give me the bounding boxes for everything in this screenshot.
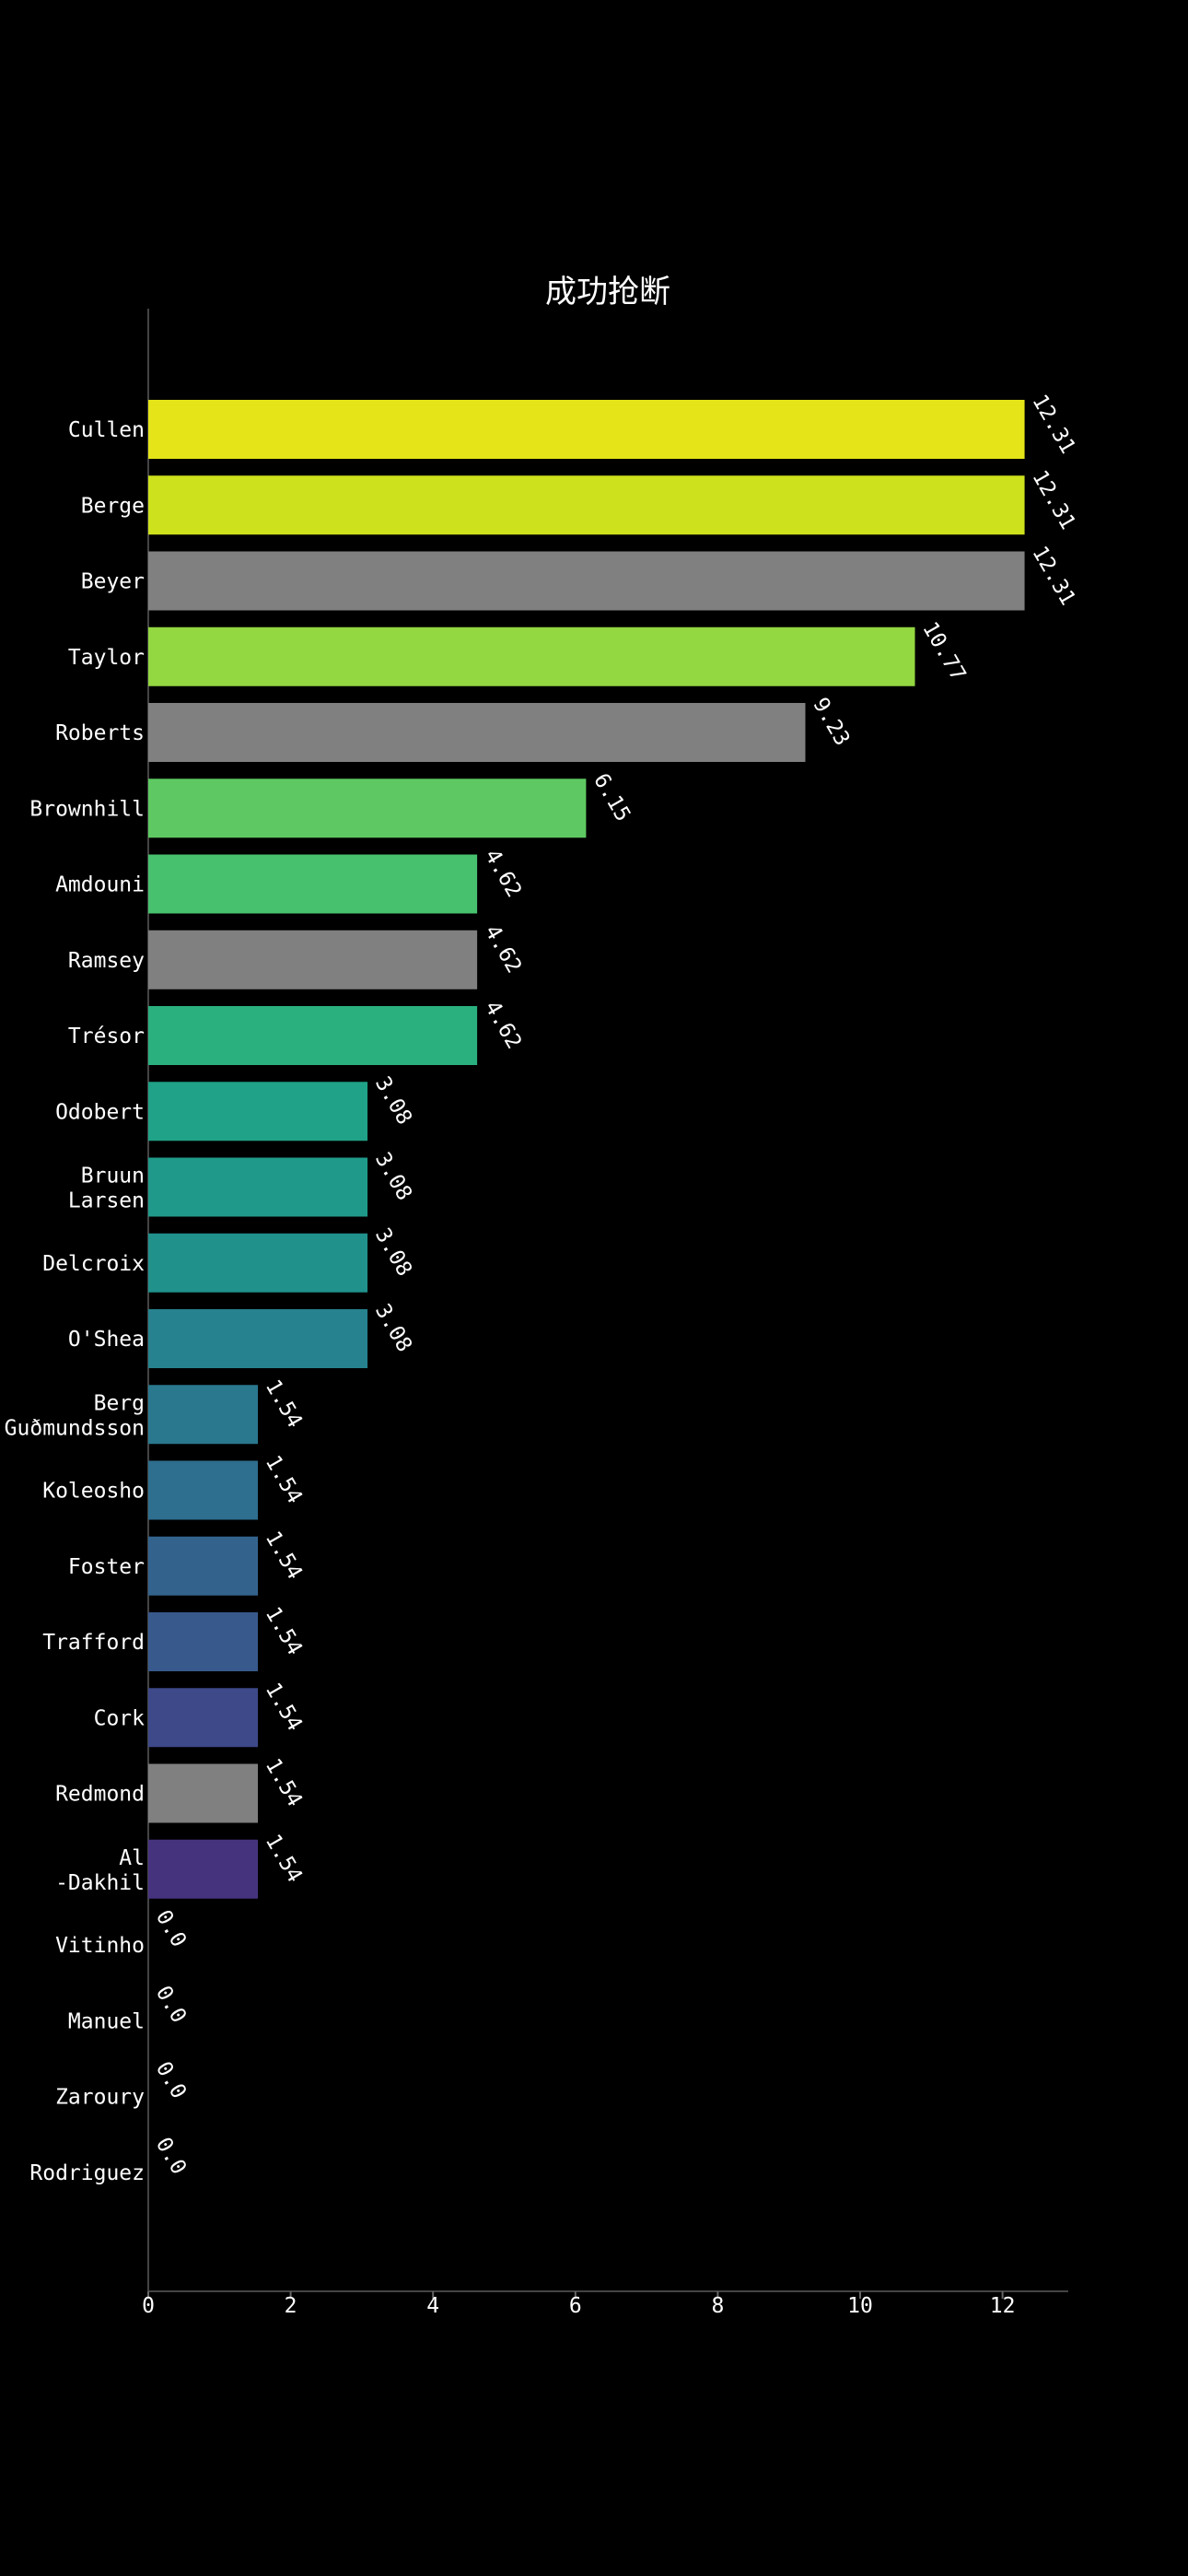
- value-label-8: 4.62: [480, 921, 526, 978]
- value-label-10: 3.08: [370, 1072, 416, 1129]
- x-tick-label-8: 8: [711, 2294, 724, 2318]
- category-label-15: Koleosho: [42, 1480, 145, 1504]
- category-label-18: Cork: [94, 1706, 146, 1730]
- category-label-22: Manuel: [68, 2009, 145, 2033]
- value-label-23: 0.0: [151, 2058, 191, 2103]
- category-label-17: Trafford: [42, 1631, 145, 1655]
- bar-14: [148, 1385, 259, 1445]
- value-label-19: 1.54: [261, 1755, 307, 1811]
- category-label-12: Delcroix: [42, 1252, 145, 1276]
- category-label-4: Taylor: [68, 646, 145, 670]
- value-label-14: 1.54: [261, 1376, 307, 1432]
- value-label-16: 1.54: [261, 1528, 307, 1584]
- bar-5: [148, 703, 806, 762]
- category-label-19: Redmond: [55, 1783, 145, 1807]
- category-labels-group: Cullen Berge Beyer Taylor Roberts Brownhill Am…: [5, 418, 145, 2185]
- category-label-10: Odobert: [55, 1100, 145, 1124]
- value-label-12: 3.08: [370, 1224, 416, 1281]
- value-label-7: 4.62: [480, 846, 526, 902]
- category-label-2: Berge: [81, 494, 145, 518]
- bar-19: [148, 1763, 259, 1823]
- value-label-9: 4.62: [480, 997, 526, 1053]
- bar-18: [148, 1688, 259, 1748]
- x-tick-label-0: 0: [142, 2294, 155, 2318]
- bar-7: [148, 854, 478, 914]
- bar-3: [148, 551, 1025, 611]
- bar-1: [148, 400, 1025, 459]
- bar-13: [148, 1309, 368, 1368]
- value-label-11: 3.08: [370, 1149, 416, 1205]
- category-label-5: Roberts: [55, 721, 145, 745]
- bar-12: [148, 1233, 368, 1293]
- value-label-18: 1.54: [261, 1679, 307, 1735]
- value-label-4: 10.77: [917, 618, 970, 685]
- x-tick-label-6: 6: [569, 2294, 582, 2318]
- x-ticks-group: 0 2 4 6 8 10 12: [142, 2291, 1015, 2318]
- value-label-3: 12.31: [1027, 543, 1079, 610]
- category-label-1: Cullen: [68, 418, 145, 442]
- x-tick-label-2: 2: [285, 2294, 297, 2318]
- x-tick-label-10: 10: [847, 2294, 873, 2318]
- bar-11: [148, 1157, 368, 1217]
- value-label-13: 3.08: [370, 1300, 416, 1356]
- bars-group: [148, 400, 1025, 1899]
- bar-20: [148, 1839, 259, 1899]
- category-label-8: Ramsey: [68, 949, 145, 973]
- category-label-20: Al -Dakhil: [55, 1846, 145, 1895]
- category-label-23: Zaroury: [55, 2086, 145, 2110]
- value-label-24: 0.0: [151, 2134, 191, 2179]
- bar-16: [148, 1536, 259, 1596]
- value-label-15: 1.54: [261, 1452, 307, 1508]
- bar-8: [148, 930, 478, 989]
- value-label-22: 0.0: [151, 1982, 191, 2027]
- category-label-9: Trésor: [68, 1025, 145, 1048]
- value-label-5: 9.23: [808, 694, 854, 750]
- category-label-13: O'Shea: [68, 1328, 145, 1352]
- value-label-17: 1.54: [261, 1603, 307, 1659]
- value-label-1: 12.31: [1027, 391, 1079, 458]
- category-label-3: Beyer: [81, 570, 145, 594]
- bar-17: [148, 1612, 259, 1671]
- category-label-24: Rodriguez: [29, 2161, 145, 2185]
- category-label-11: Bruun Larsen: [68, 1165, 145, 1213]
- bar-10: [148, 1082, 368, 1142]
- value-label-20: 1.54: [261, 1831, 307, 1887]
- chart-title: 成功抢断: [545, 274, 670, 310]
- bar-9: [148, 1006, 478, 1065]
- value-label-6: 6.15: [588, 769, 635, 825]
- category-label-16: Foster: [68, 1555, 145, 1579]
- bar-2: [148, 475, 1025, 535]
- x-tick-label-4: 4: [426, 2294, 439, 2318]
- category-label-7: Amdouni: [55, 873, 145, 897]
- x-tick-label-12: 12: [990, 2294, 1016, 2318]
- category-label-21: Vitinho: [55, 1934, 145, 1958]
- value-label-21: 0.0: [151, 1906, 191, 1951]
- bar-4: [148, 626, 915, 686]
- category-label-6: Brownhill: [29, 797, 145, 821]
- bar-15: [148, 1460, 259, 1520]
- bar-6: [148, 779, 587, 838]
- category-label-14: Berg Guðmundsson: [5, 1391, 145, 1440]
- value-label-2: 12.31: [1027, 466, 1079, 533]
